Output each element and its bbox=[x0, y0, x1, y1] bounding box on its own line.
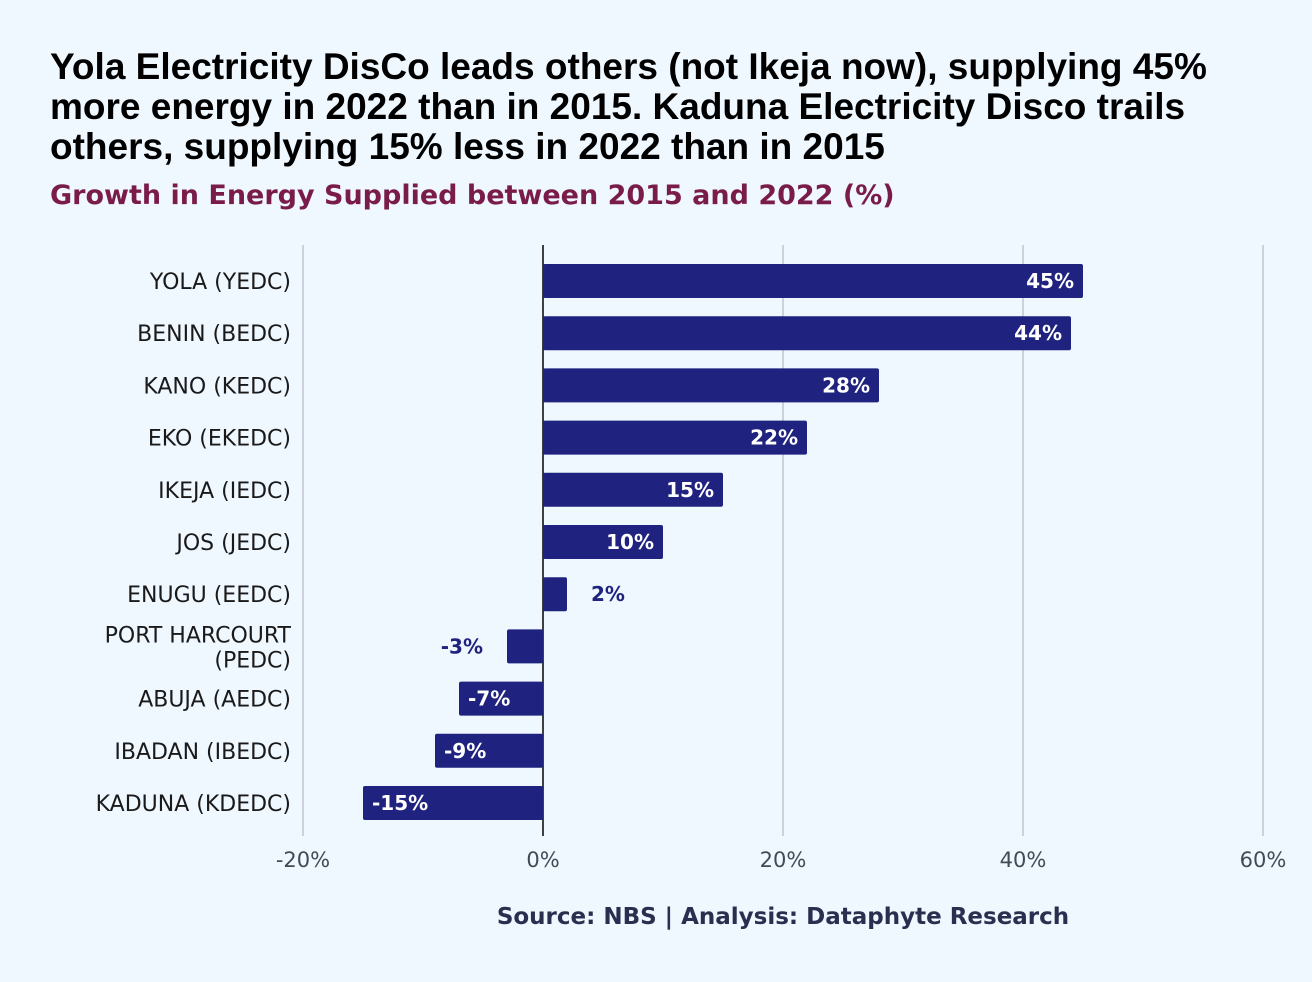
data-label: 15% bbox=[666, 478, 714, 502]
category-label: YOLA (YEDC) bbox=[149, 270, 291, 295]
category-labels: YOLA (YEDC) BENIN (BEDC) KANO (KEDC) EKO (E… bbox=[96, 270, 292, 817]
chart-subtitle: Growth in Energy Supplied between 2015 a… bbox=[50, 180, 895, 211]
bar bbox=[459, 681, 543, 716]
x-tick-labels: -20% 0% 20% 40% 60% bbox=[276, 848, 1286, 872]
chart-title: Yola Electricity DisCo leads others (not… bbox=[50, 46, 1207, 167]
bar bbox=[543, 577, 567, 612]
bar bbox=[543, 316, 1071, 351]
bar bbox=[435, 733, 543, 768]
category-label: EKO (EKEDC) bbox=[148, 427, 291, 452]
data-label: 44% bbox=[1014, 321, 1062, 345]
category-label: JOS (JEDC) bbox=[174, 531, 291, 556]
data-label: -7% bbox=[468, 687, 510, 711]
source-caption: Source: NBS | Analysis: Dataphyte Resear… bbox=[496, 904, 1070, 930]
x-tick-label: 40% bbox=[1000, 848, 1047, 872]
data-label: 22% bbox=[750, 426, 798, 450]
x-tick-label: 20% bbox=[760, 848, 807, 872]
data-label: -3% bbox=[441, 634, 483, 658]
category-label: KADUNA (KDEDC) bbox=[96, 792, 291, 817]
category-label: PORT HARCOURT (PEDC) bbox=[105, 623, 292, 673]
bars bbox=[363, 264, 1083, 820]
bar bbox=[543, 368, 879, 403]
x-tick-label: -20% bbox=[276, 848, 330, 872]
data-label: 2% bbox=[591, 582, 625, 606]
x-tick-label: 60% bbox=[1240, 848, 1287, 872]
category-label: ABUJA (AEDC) bbox=[138, 688, 291, 713]
category-label: BENIN (BEDC) bbox=[137, 322, 291, 347]
bar bbox=[507, 629, 543, 664]
category-label: IKEJA (IEDC) bbox=[158, 479, 291, 504]
bar bbox=[543, 525, 663, 559]
data-label: -15% bbox=[372, 791, 428, 815]
data-label: 10% bbox=[606, 530, 654, 554]
data-label: 28% bbox=[822, 373, 870, 397]
category-label: KANO (KEDC) bbox=[143, 374, 291, 399]
category-label: ENUGU (EEDC) bbox=[127, 583, 291, 608]
x-tick-label: 0% bbox=[526, 848, 559, 872]
bar bbox=[543, 472, 723, 507]
data-labels: 45% 44% 28% 22% 15% 10% 2% -3% -7% -9% -15% bbox=[372, 269, 1074, 815]
bar bbox=[363, 786, 543, 820]
bar bbox=[543, 420, 807, 455]
bar bbox=[543, 264, 1083, 298]
category-label: IBADAN (IBEDC) bbox=[114, 740, 291, 765]
data-label: -9% bbox=[444, 739, 486, 763]
data-label: 45% bbox=[1026, 269, 1074, 293]
